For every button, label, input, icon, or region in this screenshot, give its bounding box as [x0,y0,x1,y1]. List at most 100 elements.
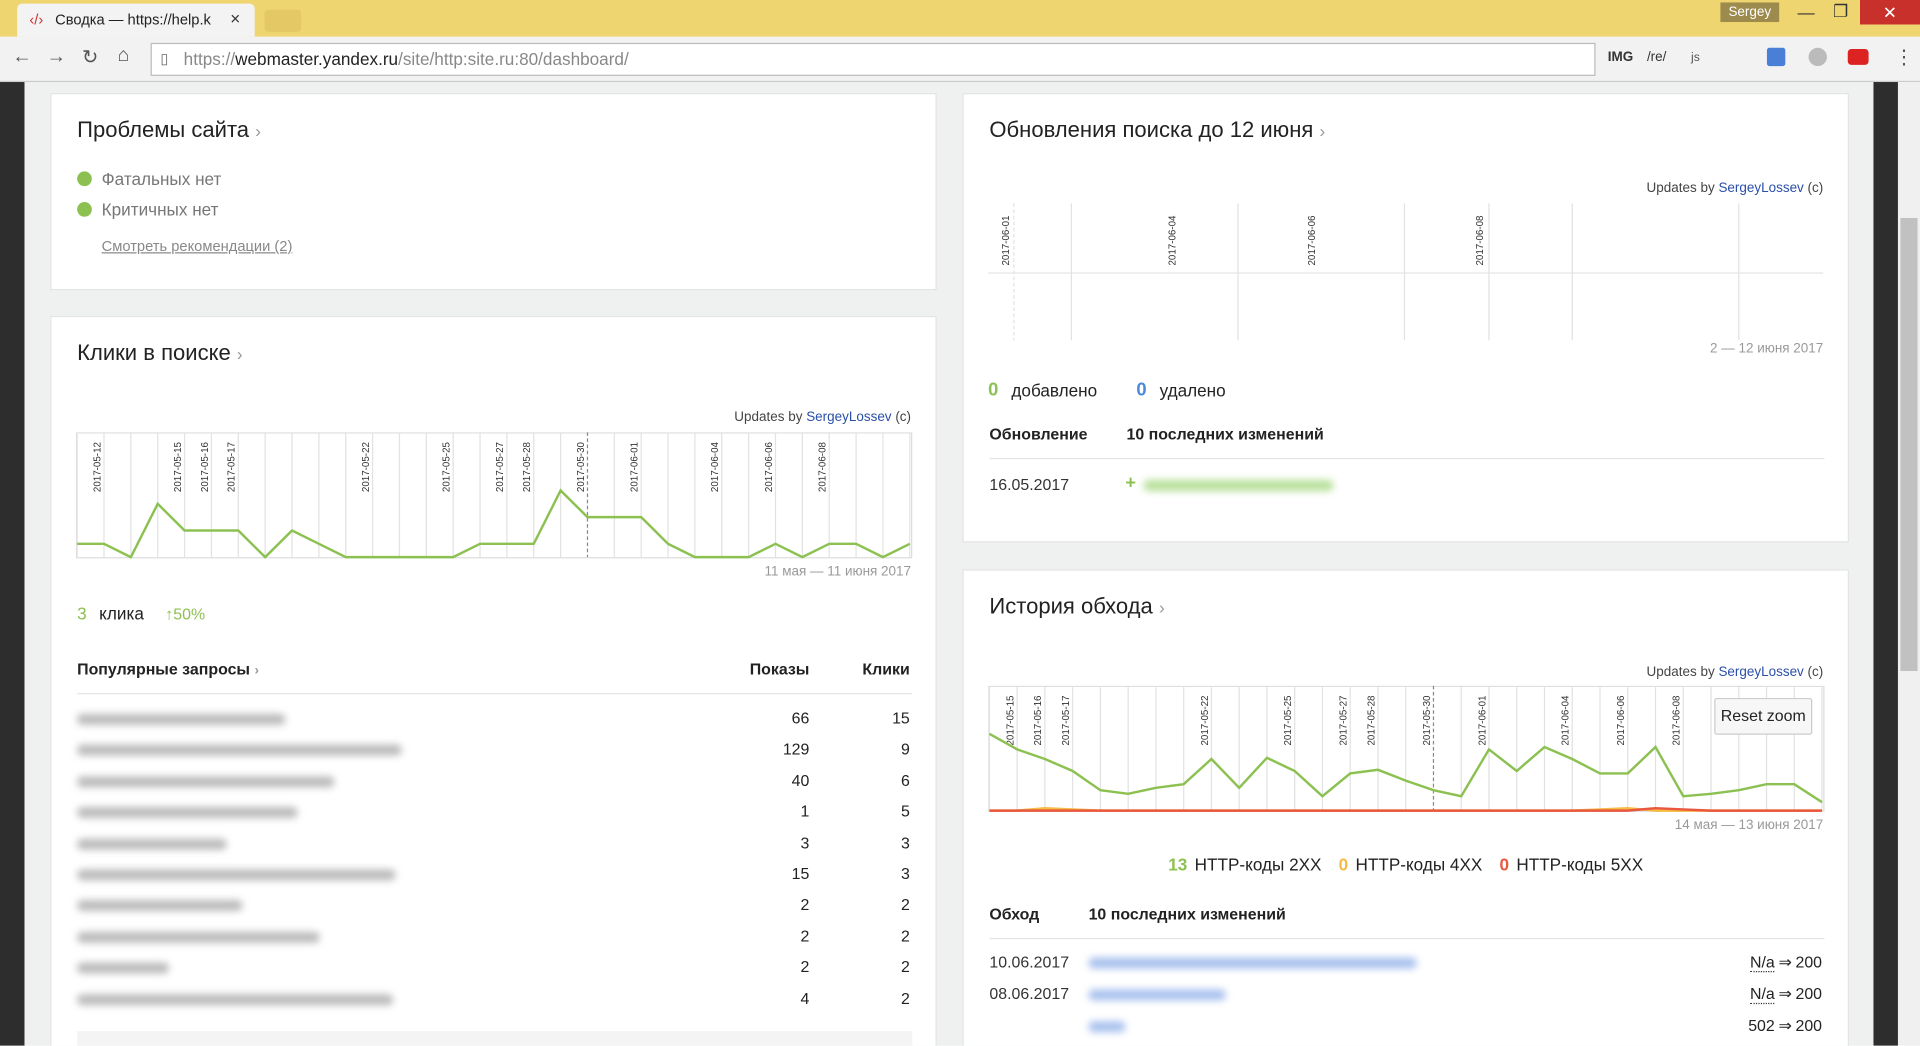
title-text: История обхода [989,593,1153,619]
x-tick-label: 2017-05-22 [361,442,372,492]
ext-settings[interactable] [1808,47,1827,67]
clicks: 9 [900,740,910,759]
card-title[interactable]: Клики в поиске › [77,340,243,365]
address-bar[interactable]: https://webmaster.yandex.ru/site/http:si… [150,42,1596,76]
divider [989,937,1825,940]
reload[interactable]: ↻ [82,47,99,69]
x-tick-label: 2017-06-01 [1001,216,1012,266]
status-from: N/a [1749,984,1775,1005]
crawl-date: 08.06.2017 [989,984,1070,1003]
x-tick-label: 2017-05-16 [200,441,211,492]
status-arrow: ⇒ [1778,952,1792,972]
problems-card: Проблемы сайта › Фатальных нет Критичных… [50,93,937,291]
blurred-link [1088,957,1417,969]
title-text: Проблемы сайта [77,117,250,143]
credit-name[interactable]: SergeyLossev [1718,181,1804,196]
close[interactable]: ✕ [1860,0,1920,25]
credit: Updates by SergeyLossev (c) [1647,181,1824,196]
reset-zoom[interactable]: Reset zoom [1714,697,1813,735]
x-tick-label: 2017-06-04 [1561,695,1572,746]
tab[interactable]: ‹/› Сводка — https://help.k × [17,3,255,37]
ext-js[interactable]: js [1691,51,1700,65]
x-tick-label: 2017-06-04 [710,441,721,492]
line-series [988,732,1823,804]
impressions: 40 [791,771,810,790]
updates-card: Обновления поиска до 12 июня › Updates b… [962,93,1849,543]
table-header[interactable]: Популярные запросы › [77,660,259,679]
blurred-query [77,931,320,943]
plot-border [75,432,913,559]
scroll-thumb[interactable] [1900,217,1918,672]
impressions: 15 [791,864,810,883]
x-tick-label: 2017-05-15 [173,441,184,492]
recommendations-link[interactable]: Смотреть рекомендации (2) [101,237,293,255]
x-tick-label: 2017-06-01 [630,442,641,492]
page-icon: ▯ [160,50,169,68]
blurred-link[interactable] [1143,480,1334,492]
update-sign: + [1125,472,1137,494]
forward[interactable]: → [46,46,67,68]
ext-translate[interactable] [1766,47,1786,67]
blurred-query [77,900,243,912]
status-to: 200 [1795,952,1823,972]
menu[interactable]: ⋮ [1894,47,1914,69]
blurred-link [1088,1021,1126,1033]
problem-item: Фатальных нет [101,168,222,189]
credit-suffix: (c) [895,410,912,425]
divider [989,457,1825,460]
table-header: Показы [749,660,810,679]
toolbar: ← → ↻ ⌂ https://webmaster.yandex.ru/site… [0,36,1920,83]
x-tick-label: 2017-06-08 [1672,695,1683,746]
chart-range: 14 мая — 13 июня 2017 [1674,817,1824,833]
x-tick-label: 2017-05-22 [1200,696,1211,746]
blurred-query [77,993,394,1005]
x-tick-label: 2017-06-08 [818,441,829,492]
legend-label: HTTP-коды 2XX [1194,854,1322,875]
credit-name[interactable]: SergeyLossev [1718,664,1804,680]
card-title[interactable]: История обхода › [989,593,1165,619]
status-change: 502 ⇒ 200 [1748,1016,1822,1036]
credit-prefix: Updates by [1646,181,1715,196]
table-header: Клики [862,660,910,679]
scrollbar [1897,82,1920,1046]
clicks: 2 [900,988,910,1008]
x-tick-label: 2017-06-06 [1616,695,1627,746]
card-title[interactable]: Обновления поиска до 12 июня › [989,117,1326,143]
ext-re[interactable]: /re/ [1646,50,1667,65]
status-arrow: ⇒ [1778,984,1792,1003]
status-arrow: ⇒ [1778,1016,1792,1035]
blurred-query [77,776,335,788]
credit-suffix: (c) [1807,181,1824,196]
new-tab[interactable] [264,9,302,32]
credit-name[interactable]: SergeyLossev [806,410,892,425]
maximize[interactable]: ❐ [1833,1,1849,21]
back[interactable]: ← [12,46,32,68]
tab-close[interactable]: × [230,8,241,29]
minimize[interactable]: — [1797,2,1815,23]
x-tick-label: 2017-05-25 [442,441,453,492]
x-tick-label: 2017-05-15 [1005,695,1016,746]
chart-range: 11 мая — 11 июня 2017 [764,564,912,580]
x-tick-label: 2017-05-17 [1061,696,1072,746]
status-from: 502 [1748,1016,1775,1035]
ext-img[interactable]: IMG [1607,50,1634,65]
clicks-change: ↑50% [165,604,206,624]
ext-video[interactable] [1847,48,1869,65]
card-title[interactable]: Проблемы сайта › [77,117,261,143]
x-tick-label: 2017-06-08 [1475,215,1486,266]
clicks-chart: 2017-05-12 2017-05-15 2017-05-16 2017-05-17… [75,432,913,559]
table-header: 10 последних изменений [1126,424,1324,444]
line-series [77,488,911,559]
blurred-query [77,962,169,974]
x-tick-label: 2017-05-17 [227,442,238,492]
tab-icon: ‹/› [29,11,44,29]
blurred-query [77,869,396,881]
x-tick-label: 2017-06-01 [1477,696,1488,746]
home[interactable]: ⌂ [117,45,130,67]
blurred-link [1088,989,1226,1001]
x-tick-label: 2017-06-06 [764,441,775,492]
clicks-card: Клики в поиске › Updates by SergeyLossev… [50,315,937,1046]
x-tick-label: 2017-05-30 [1422,695,1433,746]
